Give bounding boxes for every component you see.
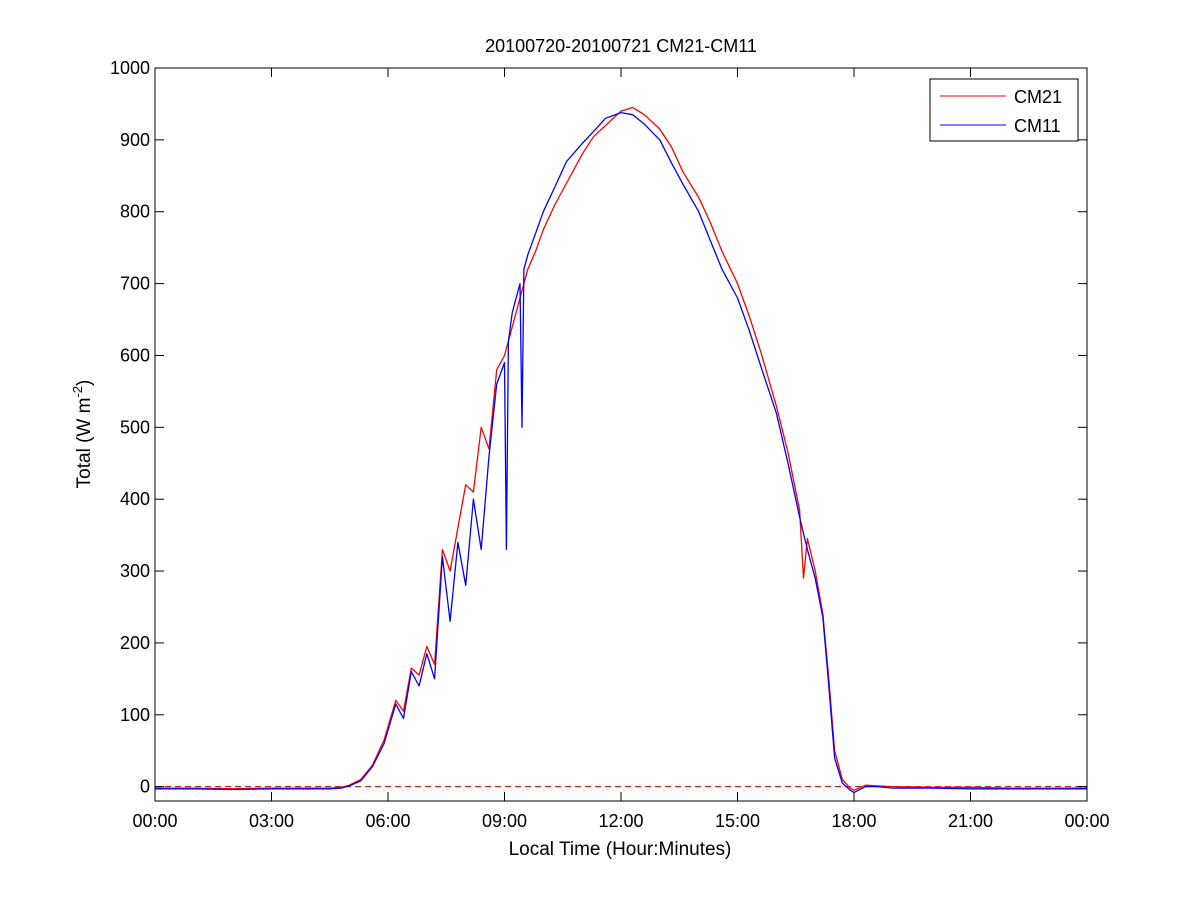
y-axis-label-main: Total (W m <box>74 398 95 489</box>
x-tick-label: 06:00 <box>365 811 410 831</box>
series-layer <box>155 106 1087 794</box>
x-tick-label: 21:00 <box>948 811 993 831</box>
series-line-cm11 <box>155 111 1087 794</box>
y-tick-label: 600 <box>120 345 150 365</box>
x-tick-label: 00:00 <box>1064 811 1109 831</box>
y-axis-label: Total (W m-2) <box>70 380 95 489</box>
y-tick-label: 200 <box>120 633 150 653</box>
chart-title: 20100720-20100721 CM21-CM11 <box>485 36 757 56</box>
x-tick-label: 15:00 <box>715 811 760 831</box>
x-tick-label: 09:00 <box>482 811 527 831</box>
y-tick-label: 400 <box>120 489 150 509</box>
x-axis-ticks: 00:00 03:00 06:00 09:00 12:00 15:00 18:00 21:00… <box>132 68 1110 831</box>
x-tick-label: 03:00 <box>249 811 294 831</box>
y-axis-ticks: 0 100 200 300 400 500 600 700 800 900 1000 <box>110 58 1087 797</box>
y-tick-label: 900 <box>120 130 150 150</box>
y-axis-label-close: ) <box>74 380 95 386</box>
y-tick-label: 100 <box>120 705 150 725</box>
y-tick-label: 500 <box>120 417 150 437</box>
legend-label-cm21: CM21 <box>1014 87 1062 107</box>
y-tick-label: 1000 <box>110 58 150 78</box>
y-axis-label-superscript: -2 <box>70 386 85 398</box>
legend: CM21 CM11 <box>929 78 1079 142</box>
y-tick-label: 700 <box>120 274 150 294</box>
legend-label-cm11: CM11 <box>1014 116 1061 136</box>
y-tick-label: 800 <box>120 202 150 222</box>
x-tick-label: 00:00 <box>132 811 177 831</box>
x-tick-label: 18:00 <box>831 811 876 831</box>
x-axis-label: Local Time (Hour:Minutes) <box>509 839 732 860</box>
y-tick-label: 0 <box>140 777 150 797</box>
x-tick-label: 12:00 <box>598 811 643 831</box>
legend-box <box>929 78 1079 142</box>
y-tick-label: 300 <box>120 561 150 581</box>
